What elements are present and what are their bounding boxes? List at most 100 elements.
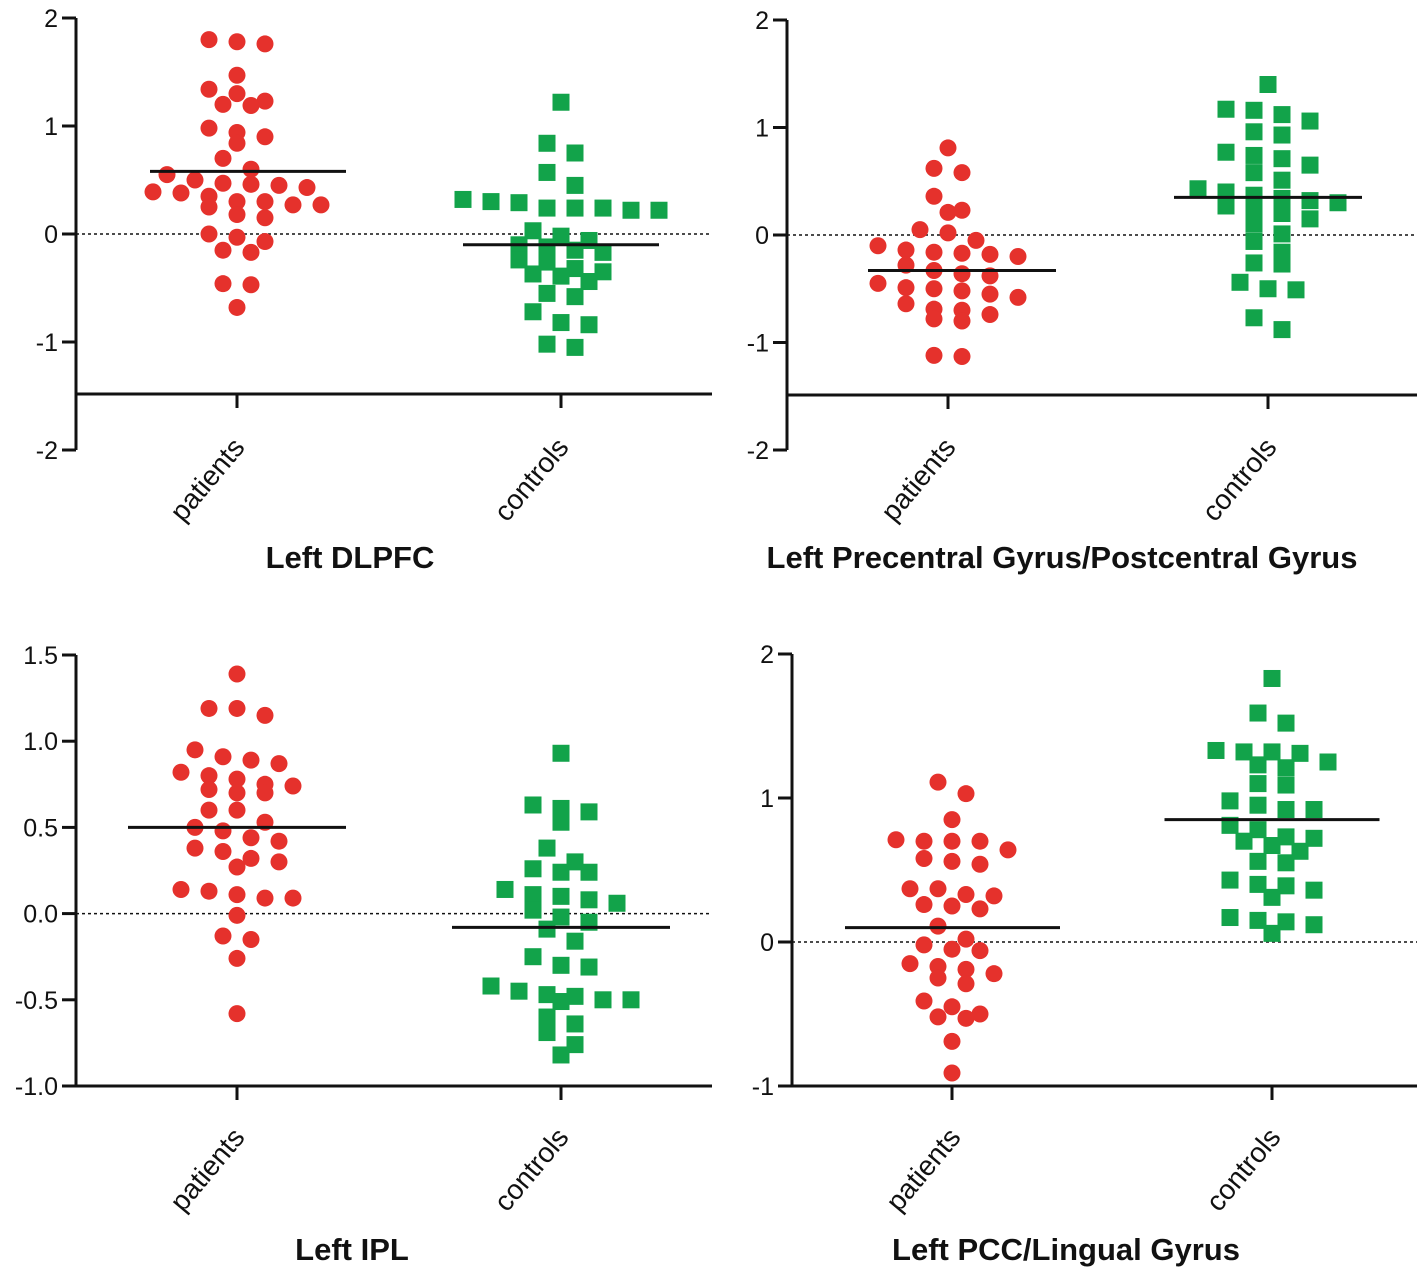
data-point-controls (1245, 215, 1263, 233)
data-point-patients (925, 159, 943, 177)
y-tick-label: 1.5 (23, 642, 58, 670)
data-point-patients (242, 160, 260, 178)
data-point-controls (1221, 871, 1239, 889)
y-tick-label: -1 (36, 329, 58, 357)
data-point-patients (943, 1032, 961, 1050)
data-point-controls (1305, 801, 1323, 819)
data-point-controls (538, 920, 556, 938)
data-point-patients (967, 231, 985, 249)
data-point-controls (1277, 854, 1295, 872)
data-point-controls (1277, 828, 1295, 846)
data-point-patients (214, 748, 232, 766)
data-point-controls (566, 288, 584, 306)
data-point-patients (200, 801, 218, 819)
data-point-controls (566, 144, 584, 162)
y-tick-label: -0.5 (15, 987, 58, 1015)
data-point-controls (1301, 112, 1319, 130)
category-label: patients (164, 432, 251, 527)
data-point-controls (1217, 143, 1235, 161)
data-point-controls (1277, 877, 1295, 895)
data-point-patients (981, 285, 999, 303)
data-point-patients (270, 832, 288, 850)
data-point-controls (524, 796, 542, 814)
data-point-patients (242, 243, 260, 261)
data-point-patients (298, 179, 316, 197)
data-point-controls (1217, 197, 1235, 215)
data-point-patients (172, 763, 190, 781)
y-tick-label: 0 (760, 929, 774, 957)
plot-panel-4: -1 0 1 2 (752, 641, 1417, 1101)
data-point-controls (566, 199, 584, 217)
data-point-patients (957, 785, 975, 803)
data-point-controls (1207, 741, 1225, 759)
data-point-controls (1249, 775, 1267, 793)
data-point-patients (256, 128, 274, 146)
data-point-controls (524, 948, 542, 966)
data-point-patients (186, 741, 204, 759)
data-point-controls (1305, 916, 1323, 934)
data-point-patients (943, 897, 961, 915)
data-point-controls (1245, 164, 1263, 182)
data-point-controls (482, 193, 500, 211)
data-point-controls (580, 803, 598, 821)
data-point-patients (957, 1009, 975, 1027)
y-tick-label: 2 (760, 641, 774, 669)
data-point-controls (552, 813, 570, 831)
data-point-patients (228, 298, 246, 316)
data-point-patients (242, 751, 260, 769)
data-point-patients (158, 166, 176, 184)
data-point-patients (242, 96, 260, 114)
data-point-controls (1221, 792, 1239, 810)
category-label-patients: patients (880, 1122, 967, 1217)
data-point-patients (200, 780, 218, 798)
plot-panel-2: -2 -1 0 1 2 (747, 7, 1417, 465)
data-point-patients (214, 843, 232, 861)
data-point-controls (1249, 796, 1267, 814)
data-point-controls (1245, 232, 1263, 250)
category-label: controls (1200, 1122, 1287, 1217)
data-point-controls (1245, 309, 1263, 327)
data-point-controls (1259, 76, 1277, 93)
data-point-controls (1263, 888, 1281, 906)
data-point-controls (454, 190, 472, 208)
data-point-controls (538, 163, 556, 181)
data-point-patients (242, 829, 260, 847)
y-tick-label: 0.5 (23, 814, 58, 842)
data-point-patients (957, 930, 975, 948)
data-point-controls (566, 1015, 584, 1033)
data-point-controls (1263, 743, 1281, 761)
data-point-patients (985, 887, 1003, 905)
data-point-patients (228, 206, 246, 224)
data-point-patients (242, 276, 260, 294)
category-label-patients: patients (164, 1122, 251, 1217)
data-point-patients (214, 149, 232, 167)
data-point-controls (1245, 199, 1263, 217)
data-point-controls (538, 134, 556, 152)
data-point-patients (200, 699, 218, 717)
data-point-controls (1263, 669, 1281, 687)
data-point-controls (1249, 704, 1267, 722)
category-label-patients: patients (875, 432, 962, 527)
data-point-patients (270, 755, 288, 773)
data-point-controls (1277, 801, 1295, 819)
data-point-patients (999, 841, 1017, 859)
data-point-controls (1273, 321, 1291, 339)
data-point-patients (228, 228, 246, 246)
data-point-controls (580, 863, 598, 881)
data-point-controls (1249, 911, 1267, 929)
y-tick-label: 0 (44, 221, 58, 249)
data-point-controls (580, 273, 598, 291)
data-point-patients (200, 882, 218, 900)
data-point-controls (1305, 829, 1323, 847)
data-point-controls (496, 880, 514, 898)
data-point-controls (552, 887, 570, 905)
category-label: patients (164, 1122, 251, 1217)
data-point-patients (939, 139, 957, 157)
data-point-controls (1287, 281, 1305, 299)
data-point-controls (1189, 180, 1207, 198)
data-point-controls (1301, 192, 1319, 210)
category-label: controls (1196, 432, 1283, 527)
data-point-controls (608, 894, 626, 912)
data-point-patients (256, 706, 274, 724)
panel-left-ipl: Left IPL patients controls (164, 1122, 575, 1267)
